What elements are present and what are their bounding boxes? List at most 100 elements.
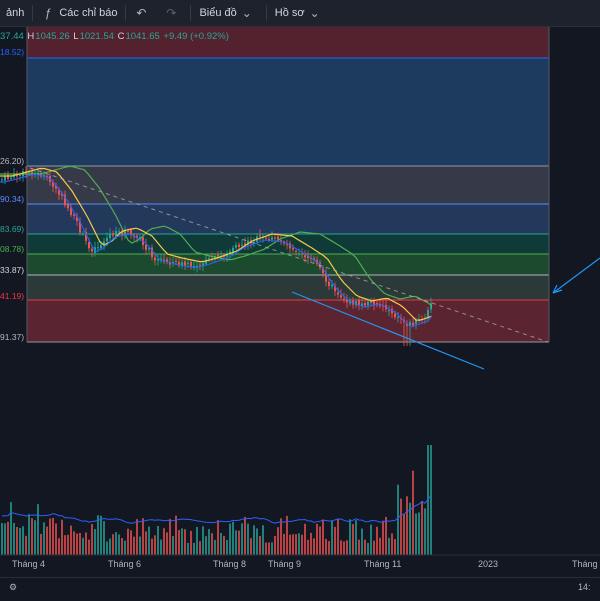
volume-bar: [355, 520, 357, 555]
volume-bar: [277, 527, 279, 555]
candle-body: [358, 299, 360, 306]
volume-bar: [112, 534, 114, 555]
arrow-line[interactable]: [552, 257, 600, 294]
high-value: 1045.26: [35, 31, 70, 42]
fib-zones: [27, 27, 549, 342]
volume-bar: [175, 515, 177, 555]
volume-bar: [145, 531, 147, 555]
volume-bar: [247, 523, 249, 555]
x-tick-label: Tháng 11: [364, 559, 402, 569]
candle-body: [97, 247, 99, 249]
x-tick-label: 2023: [478, 559, 499, 569]
candle-body: [370, 301, 372, 303]
volume-bar: [385, 516, 387, 555]
candle-body: [238, 244, 240, 248]
low-key: L: [73, 31, 79, 42]
volume-bar: [4, 523, 6, 555]
candle-body: [394, 313, 396, 318]
volume-bar: [358, 539, 360, 555]
chart-area[interactable]: [0, 27, 600, 577]
candle-body: [253, 241, 255, 244]
candle-body: [235, 245, 237, 248]
bottom-left-icon[interactable]: ⚙: [9, 582, 18, 592]
change-value: +9.49 (+0.92%): [163, 31, 229, 42]
volume-ma-line: [1, 494, 432, 524]
time-axis[interactable]: Tháng 4 Tháng 6 Tháng 8 Tháng 9 Tháng 11…: [0, 555, 600, 575]
price-chart[interactable]: [0, 27, 600, 577]
volume-bar: [133, 536, 135, 555]
candle-body: [154, 257, 156, 261]
candle-body: [136, 235, 138, 238]
chart-menu-button[interactable]: Biểu đồ ⌄: [193, 0, 263, 26]
volume-bar: [187, 542, 189, 555]
x-tick-label: Tháng 8: [213, 559, 247, 569]
candle-body: [379, 304, 381, 306]
candle-body: [217, 254, 219, 257]
volume-bar: [286, 515, 288, 555]
volume-bar: [376, 526, 378, 555]
toolbar-partial-label: ảnh: [6, 7, 25, 19]
candle-body: [7, 174, 9, 179]
lower-channel-line[interactable]: [291, 291, 485, 370]
undo-button[interactable]: ↶: [128, 0, 158, 26]
ma-fast-line: [0, 167, 433, 321]
volume-bar: [10, 502, 12, 555]
candle-body: [208, 258, 210, 260]
volume-bar: [100, 515, 102, 555]
candle-body: [187, 263, 189, 265]
candle-body: [274, 237, 276, 239]
candle-body: [118, 231, 120, 233]
volume-bar: [109, 538, 111, 555]
redo-button[interactable]: ↷: [158, 0, 188, 26]
volume-bar: [25, 535, 27, 555]
candle-body: [193, 265, 195, 268]
volume-bar: [349, 519, 351, 555]
toolbar-partial-item[interactable]: ảnh: [0, 0, 30, 26]
volume-bar: [370, 524, 372, 555]
candle-body: [163, 259, 165, 261]
profile-menu-button[interactable]: Hồ sơ ⌄: [269, 0, 332, 26]
candle-body: [205, 259, 207, 264]
candle-body: [115, 230, 117, 237]
volume-bar: [52, 517, 54, 555]
volume-bars: [1, 445, 432, 555]
volume-bar: [55, 523, 57, 555]
indicators-button[interactable]: ƒ Các chỉ báo: [35, 0, 123, 26]
candle-body: [223, 256, 225, 258]
candle-body: [169, 262, 171, 265]
close-value: 1041.65: [125, 31, 160, 42]
volume-bar: [295, 534, 297, 555]
candle-body: [244, 243, 246, 245]
dashed-trendline[interactable]: [29, 167, 549, 343]
volume-bar: [34, 520, 36, 555]
candle-body: [412, 322, 414, 326]
volume-bar: [85, 532, 87, 555]
candle-body: [361, 303, 363, 306]
volume-bar: [361, 528, 363, 555]
volume-bar: [181, 528, 183, 555]
volume-bar: [223, 535, 225, 555]
candle-body: [271, 237, 273, 240]
volume-bar: [88, 539, 90, 555]
candle-body: [148, 248, 150, 250]
candle-body: [430, 303, 432, 310]
volume-bar: [403, 514, 405, 555]
candle-body: [226, 254, 228, 257]
candle-body: [286, 244, 288, 246]
volume-bar: [322, 519, 324, 555]
candle-body: [355, 301, 357, 306]
volume-bar: [409, 502, 411, 555]
volume-bar: [196, 527, 198, 555]
volume-bar: [418, 512, 420, 555]
volume-bar: [16, 527, 18, 555]
candle-body: [313, 258, 315, 260]
volume-bar: [271, 542, 273, 555]
volume-bar: [400, 498, 402, 555]
candle-body: [73, 214, 75, 216]
volume-bar: [76, 533, 78, 555]
volume-bar: [154, 535, 156, 555]
candle-body: [388, 310, 390, 312]
volume-bar: [298, 533, 300, 555]
volume-bar: [352, 524, 354, 555]
function-icon: ƒ: [45, 6, 52, 20]
